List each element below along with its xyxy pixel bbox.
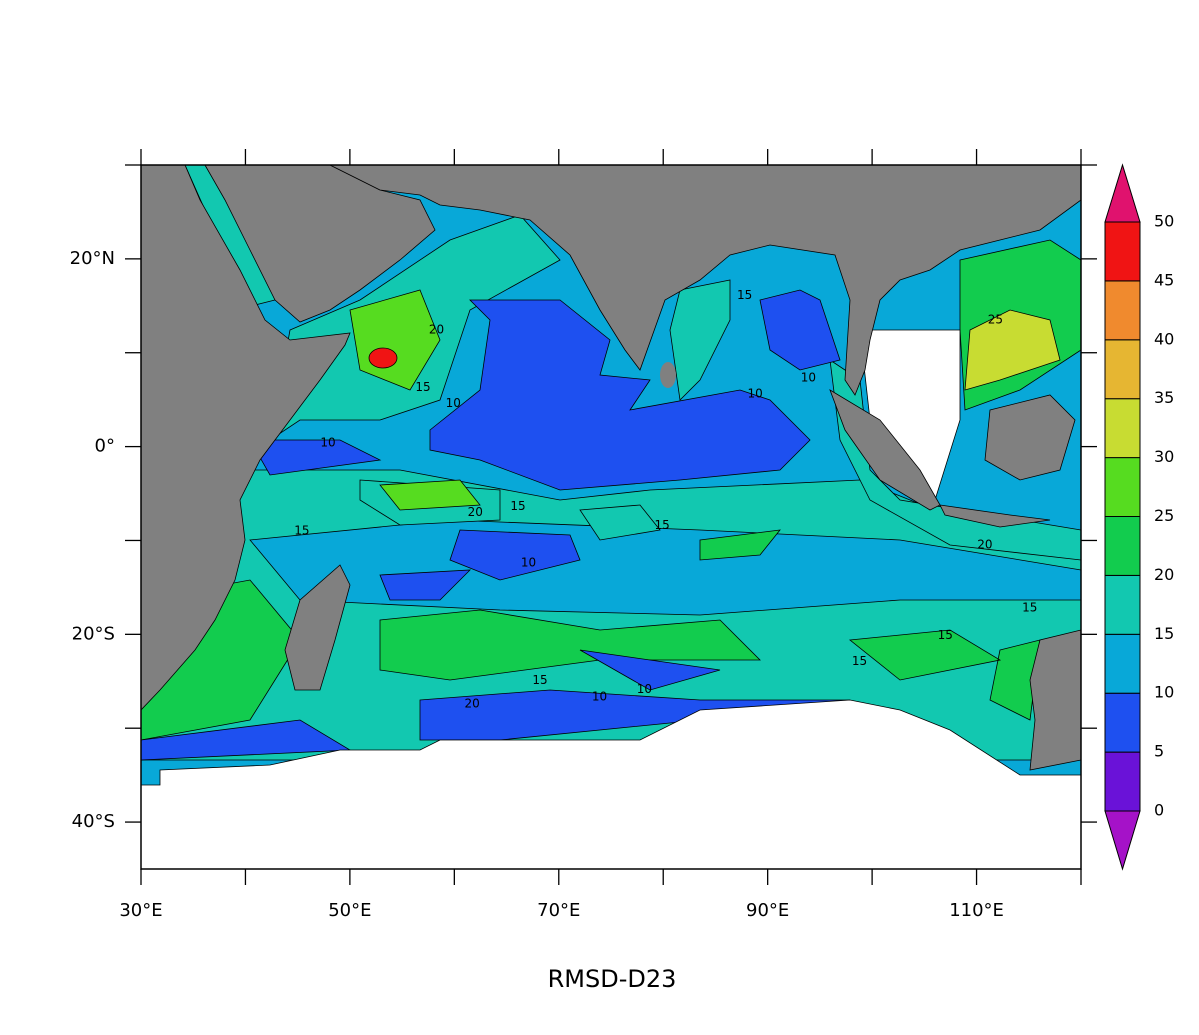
- contour-label: 20: [429, 323, 444, 337]
- colorbar-bin: [1104, 280, 1141, 341]
- colorbar-label: 45: [1154, 270, 1174, 289]
- x-tick-label: 50°E: [328, 900, 371, 921]
- no-data: [141, 329, 1081, 869]
- colorbar-bin: [1104, 751, 1141, 812]
- africa: [141, 165, 351, 711]
- colorbar-label: 40: [1154, 329, 1174, 348]
- colorbar-bin: [1104, 633, 1141, 694]
- contour-label: 15: [938, 628, 953, 642]
- colorbar-label: 20: [1154, 565, 1174, 584]
- contour-label: 10: [446, 396, 461, 410]
- colorbar-bin: [1104, 398, 1141, 459]
- field-patch: [249, 289, 841, 601]
- contour-label: 15: [852, 654, 867, 668]
- contour-label: 20: [468, 505, 483, 519]
- contour-label: 15: [510, 499, 525, 513]
- colorbar-label: 5: [1154, 742, 1164, 761]
- field-patch: [184, 165, 1081, 561]
- land: [141, 165, 1081, 771]
- contour-label: 10: [592, 690, 607, 704]
- contour-label: 15: [415, 380, 430, 394]
- borneo: [984, 394, 1076, 481]
- contour-label: 15: [532, 673, 547, 687]
- contour-label: 20: [464, 696, 479, 710]
- field-patch: [368, 347, 398, 369]
- colorbar-bin: [1104, 457, 1141, 518]
- java: [939, 504, 1051, 528]
- contour-label: 10: [521, 555, 536, 569]
- contour-label: 10: [747, 387, 762, 401]
- contour-label: 15: [294, 524, 309, 538]
- contour-label: 15: [1022, 601, 1037, 615]
- contour-label: 10: [801, 371, 816, 385]
- colorbar-label: 10: [1154, 683, 1174, 702]
- colorbar-bin: [1104, 516, 1141, 576]
- field-patch: [964, 309, 1061, 391]
- x-tick-label: 30°E: [119, 900, 162, 921]
- colorbar-label: 25: [1154, 506, 1174, 525]
- map-title: RMSD-D23: [548, 965, 677, 993]
- x-tick-label: 90°E: [746, 900, 789, 921]
- colorbar-label: 0: [1154, 801, 1164, 820]
- sri-lanka: [660, 362, 676, 388]
- colorbar-label: 35: [1154, 388, 1174, 407]
- colorbar-label: 15: [1154, 624, 1174, 643]
- colorbar-label: 50: [1154, 212, 1174, 231]
- colorbar-bin: [1104, 339, 1141, 400]
- asia: [329, 165, 1081, 396]
- contour-label: 20: [977, 538, 992, 552]
- contour-label: 10: [320, 435, 335, 449]
- contour-label: 15: [737, 288, 752, 302]
- map-frame: [140, 164, 1082, 870]
- colorbar-bin: [1104, 221, 1141, 282]
- y-tick-label: 20°N: [70, 248, 115, 269]
- colorbar-bin: [1104, 574, 1141, 635]
- y-tick-label: 20°S: [72, 623, 115, 644]
- madagascar: [284, 564, 351, 691]
- contour-field: [141, 165, 1081, 869]
- field-patch: [349, 289, 481, 511]
- colorbar-over: [1104, 163, 1141, 223]
- x-tick-label: 110°E: [949, 900, 1004, 921]
- y-tick-label: 40°S: [72, 811, 115, 832]
- colorbar-under: [1104, 810, 1141, 871]
- australia: [1029, 629, 1081, 771]
- contour-label: 15: [655, 518, 670, 532]
- contour-label: 10: [637, 682, 652, 696]
- field-patch: [141, 529, 1041, 741]
- y-tick-label: 0°: [95, 436, 115, 457]
- colorbar-label: 30: [1154, 447, 1174, 466]
- x-tick-label: 70°E: [537, 900, 580, 921]
- contour-label: 25: [988, 312, 1003, 326]
- sumatra: [829, 389, 941, 511]
- colorbar-bin: [1104, 692, 1141, 753]
